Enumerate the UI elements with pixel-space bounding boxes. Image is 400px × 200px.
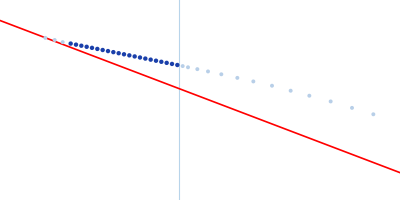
Point xyxy=(205,70,211,73)
Point xyxy=(89,46,95,49)
Point xyxy=(132,55,138,58)
Point xyxy=(370,113,376,116)
Point xyxy=(84,45,90,48)
Point xyxy=(126,54,132,57)
Point xyxy=(349,106,355,109)
Point xyxy=(158,60,164,63)
Point xyxy=(185,66,191,69)
Point xyxy=(68,42,74,45)
Point xyxy=(269,84,275,87)
Point xyxy=(110,51,116,54)
Point xyxy=(73,43,79,46)
Point xyxy=(288,89,294,92)
Point xyxy=(94,47,100,51)
Point xyxy=(148,58,154,61)
Point xyxy=(42,36,48,39)
Point xyxy=(137,56,143,59)
Point xyxy=(250,80,256,83)
Point xyxy=(218,73,224,76)
Point xyxy=(328,100,334,103)
Point xyxy=(121,53,127,56)
Point xyxy=(78,44,84,47)
Point xyxy=(52,38,58,42)
Point xyxy=(180,64,186,68)
Point xyxy=(105,49,111,53)
Point xyxy=(194,68,200,71)
Point xyxy=(306,94,312,97)
Point xyxy=(234,76,240,79)
Point xyxy=(116,52,122,55)
Point xyxy=(153,59,159,62)
Point xyxy=(169,62,175,66)
Point xyxy=(60,41,66,44)
Point xyxy=(142,57,148,60)
Point xyxy=(100,48,106,52)
Point xyxy=(164,61,170,64)
Point xyxy=(174,63,180,67)
